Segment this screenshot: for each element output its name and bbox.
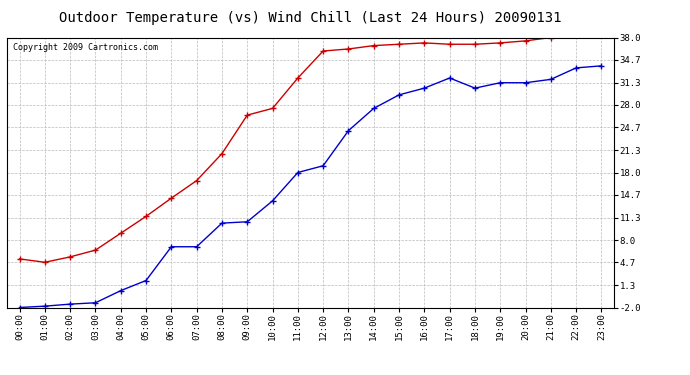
Text: Copyright 2009 Cartronics.com: Copyright 2009 Cartronics.com: [13, 43, 158, 52]
Text: Outdoor Temperature (vs) Wind Chill (Last 24 Hours) 20090131: Outdoor Temperature (vs) Wind Chill (Las…: [59, 11, 562, 25]
